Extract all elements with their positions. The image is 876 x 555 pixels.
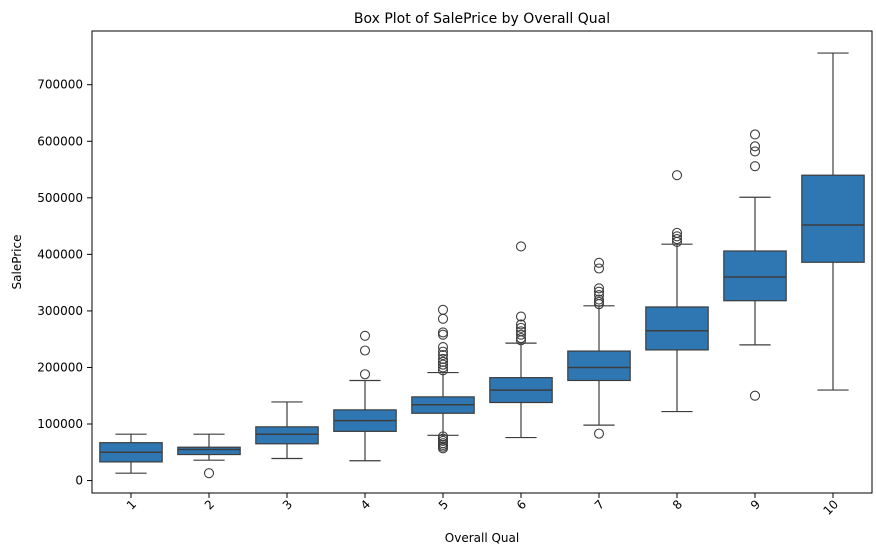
outlier-point: [749, 161, 761, 172]
outlier-point: [749, 146, 761, 157]
outlier-point: [437, 356, 449, 367]
outlier-point: [593, 263, 605, 274]
x-tick-label: 6: [514, 497, 529, 512]
outlier-point: [671, 234, 683, 245]
outlier-point: [515, 241, 527, 252]
box-7: [567, 257, 631, 439]
x-tick-label: 10: [820, 497, 841, 518]
outlier-point: [593, 294, 605, 305]
outlier-point: [437, 342, 449, 353]
outlier-point: [749, 141, 761, 152]
x-tick-label: 1: [124, 497, 139, 512]
y-tick-label: 300000: [37, 304, 83, 318]
y-axis-label: SalePrice: [10, 235, 24, 290]
x-tick-label: 9: [748, 497, 763, 512]
x-axis-label: Overall Qual: [445, 531, 519, 545]
outlier-point: [437, 431, 449, 442]
y-tick-label: 500000: [37, 191, 83, 205]
outlier-point: [359, 330, 371, 341]
y-tick-label: 700000: [37, 78, 83, 92]
outlier-point: [515, 311, 527, 322]
box-iqr: [723, 250, 787, 302]
outlier-point: [437, 349, 449, 361]
box-iqr: [177, 446, 241, 456]
outlier-point: [515, 319, 527, 330]
box-4: [333, 330, 397, 462]
box-3: [255, 401, 319, 460]
x-axis: 1 2 3 4 5 6 7 8 9 10: [124, 493, 841, 518]
outlier-point: [671, 170, 683, 181]
x-tick-label: 7: [592, 497, 607, 512]
box-iqr: [255, 426, 319, 445]
box-iqr: [567, 350, 631, 382]
plot-area: [99, 52, 865, 479]
box-5: [411, 304, 475, 454]
x-tick-label: 5: [436, 497, 451, 512]
outlier-point: [515, 333, 527, 344]
box-iqr: [645, 306, 709, 351]
outlier-point: [437, 313, 449, 324]
outlier-point: [515, 322, 527, 333]
x-tick-label: 8: [670, 497, 685, 512]
outlier-point: [671, 227, 683, 238]
y-tick-label: 400000: [37, 247, 83, 261]
y-tick-label: 600000: [37, 134, 83, 148]
outlier-point: [359, 345, 371, 356]
box-1: [99, 433, 163, 474]
y-tick-label: 200000: [37, 360, 83, 374]
box-iqr: [801, 174, 865, 263]
plot-frame: [91, 30, 873, 494]
outlier-point: [593, 428, 605, 439]
outlier-point: [437, 327, 449, 338]
outlier-point: [437, 329, 449, 340]
box-8: [645, 170, 709, 413]
chart-title: Box Plot of SalePrice by Overall Qual: [354, 11, 610, 27]
outlier-point: [671, 231, 683, 242]
outlier-point: [749, 129, 761, 140]
box-2: [177, 433, 241, 479]
outlier-point: [437, 304, 449, 315]
outlier-point: [593, 286, 605, 297]
box-10: [801, 52, 865, 391]
outlier-point: [437, 346, 449, 357]
outlier-point: [359, 369, 371, 380]
outlier-point: [515, 326, 527, 337]
outlier-point: [437, 353, 449, 365]
outlier-point: [203, 468, 215, 479]
x-tick-label: 4: [358, 497, 373, 512]
x-tick-label: 2: [202, 497, 217, 512]
outlier-point: [749, 390, 761, 401]
outlier-point: [593, 283, 605, 294]
y-tick-label: 0: [75, 474, 83, 488]
x-tick-label: 3: [280, 497, 295, 512]
outlier-point: [437, 359, 449, 370]
outlier-point: [515, 329, 527, 340]
y-tick-label: 100000: [37, 417, 83, 431]
outlier-point: [593, 257, 605, 268]
outlier-point: [593, 290, 605, 301]
box-6: [489, 241, 553, 439]
box-9: [723, 129, 787, 401]
y-axis: 0 100000 200000 300000 400000 500000 600000 700…: [37, 78, 92, 488]
